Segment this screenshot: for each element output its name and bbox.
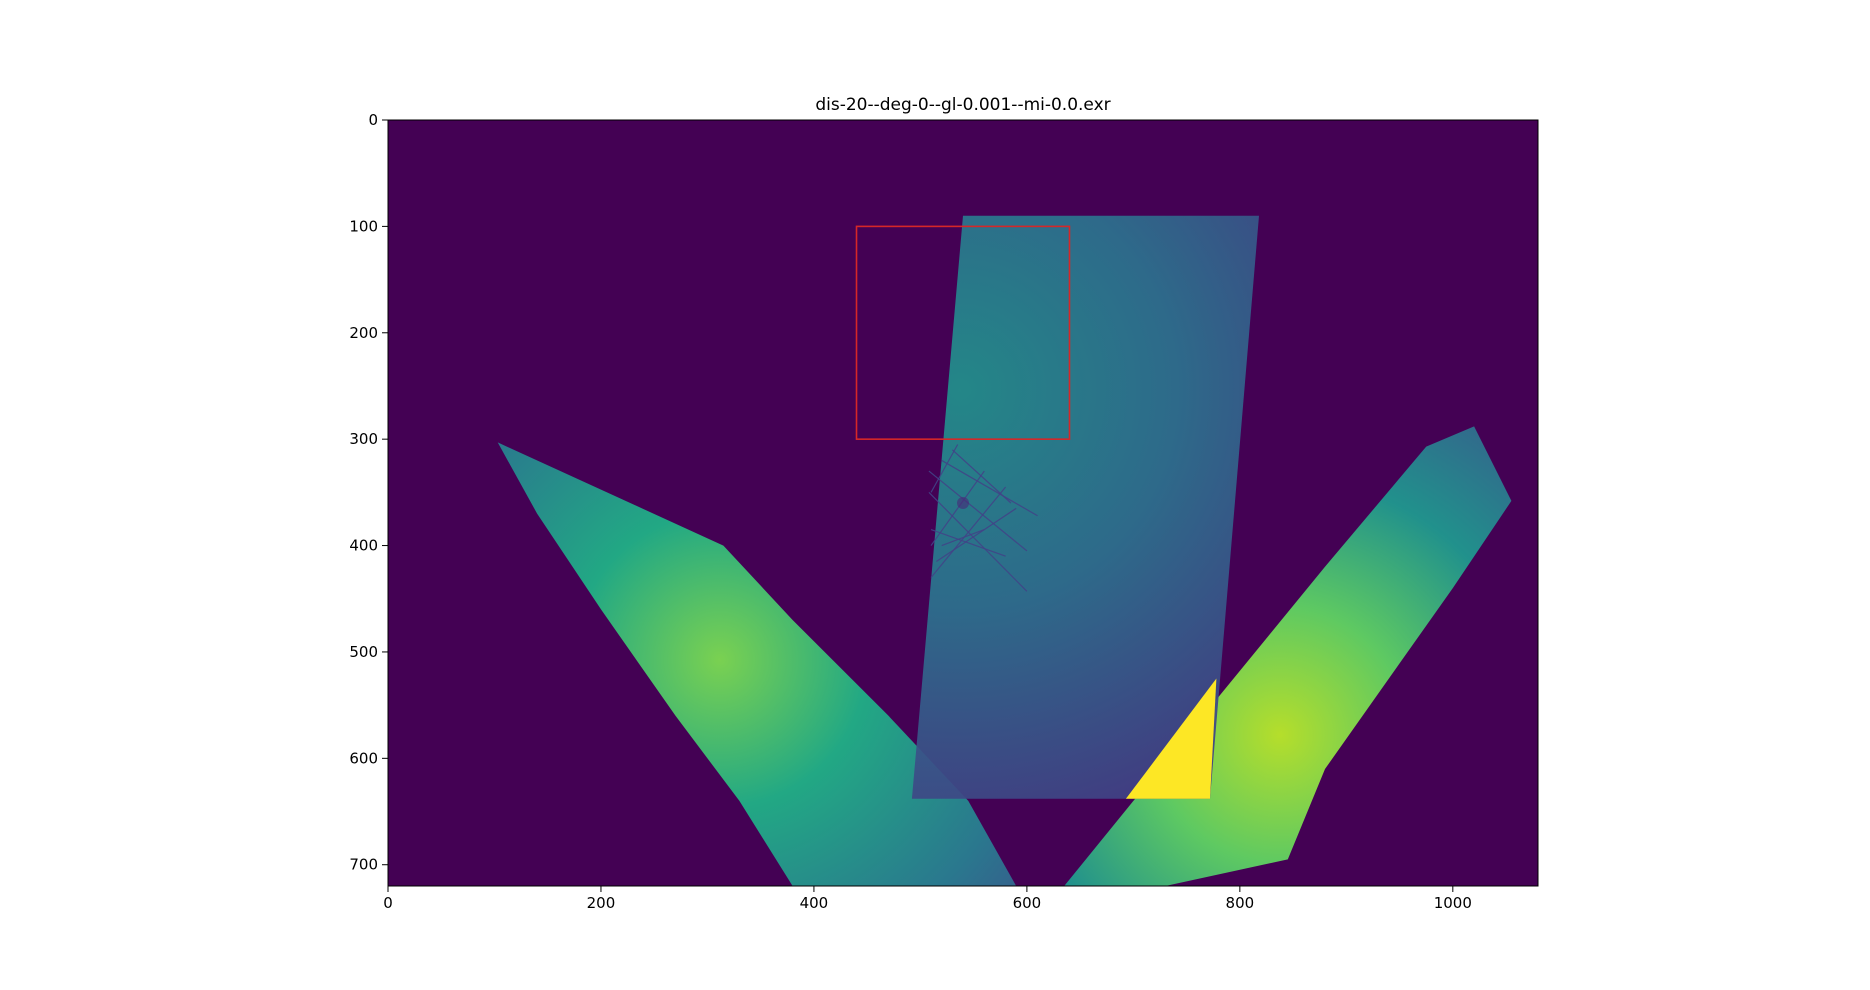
cluster-center — [957, 497, 969, 509]
y-tick-label: 200 — [349, 324, 378, 342]
x-tick-label: 400 — [800, 894, 829, 912]
x-axis: 0 200 400 600 800 1000 — [383, 886, 1472, 912]
y-tick-label: 700 — [349, 856, 378, 874]
x-tick-label: 600 — [1013, 894, 1042, 912]
heatmap-regions — [497, 215, 1512, 886]
y-tick-label: 300 — [349, 430, 378, 448]
annotation-layer — [855, 225, 1071, 440]
cluster-line-2 — [941, 459, 1038, 517]
y-tick-label: 100 — [349, 217, 378, 235]
x-tick-label: 800 — [1226, 894, 1255, 912]
plot-area — [387, 119, 1539, 887]
x-tick-label: 200 — [587, 894, 616, 912]
cluster-line-1 — [928, 470, 1028, 552]
y-tick-label: 500 — [349, 643, 378, 661]
y-axis: 0 100 200 300 400 500 600 700 — [349, 111, 388, 874]
cluster-line-6 — [930, 486, 1007, 578]
line-cluster — [928, 444, 1038, 592]
chart-title: dis-20--deg-0--gl-0.001--mi-0.0.exr — [815, 95, 1110, 115]
cluster-line-9 — [930, 529, 1006, 557]
region-central-parallelogram — [911, 215, 1259, 799]
region-left-arc-band — [497, 442, 1017, 886]
plot-frame — [387, 119, 1539, 887]
annotation-rectangle — [855, 225, 1071, 440]
cluster-line-4 — [930, 444, 959, 493]
x-tick-label: 0 — [383, 894, 393, 912]
y-tick-label: 600 — [349, 749, 378, 767]
x-tick-label: 1000 — [1434, 894, 1472, 912]
cluster-line-7 — [936, 507, 1017, 563]
cluster-line-3 — [951, 449, 1012, 504]
region-saturated-overlap — [1125, 678, 1217, 799]
y-tick-label: 0 — [368, 111, 378, 129]
cluster-line-0 — [928, 491, 1028, 592]
cluster-line-8 — [941, 529, 985, 547]
y-tick-label: 400 — [349, 537, 378, 555]
